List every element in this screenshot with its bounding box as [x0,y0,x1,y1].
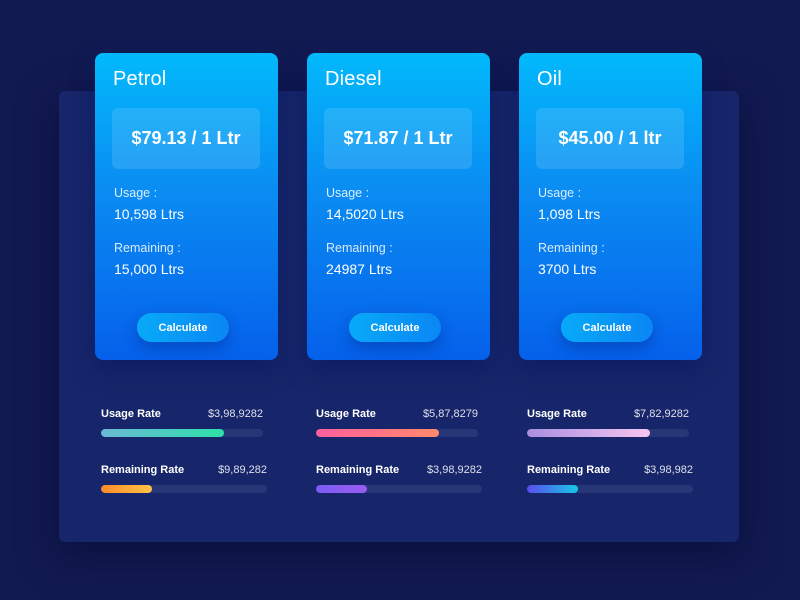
usage-label: Usage : [114,186,158,200]
usage-rate-oil: Usage Rate $7,82,9282 [527,408,689,437]
progress-fill [527,429,651,437]
rate-value: $3,98,982 [644,464,693,476]
rate-label: Remaining Rate [316,464,400,476]
remaining-value: 24987 Ltrs [326,261,393,277]
calculate-button[interactable]: Calculate [137,313,229,342]
rate-label: Usage Rate [316,408,376,420]
usage-value: 14,5020 Ltrs [326,206,404,222]
rate-value: $5,87,8279 [422,408,478,420]
card-title: Diesel [325,68,382,90]
progress-track [101,429,263,437]
remaining-value: 15,000 Ltrs [114,261,185,277]
card-title: Petrol [113,68,167,90]
rate-label: Usage Rate [101,408,161,420]
rate-value: $7,82,9282 [633,408,689,420]
usage-rate-petrol: Usage Rate $3,98,9282 [101,408,263,437]
price-display: $79.13 / 1 Ltr [112,108,260,169]
remaining-rate-diesel: Remaining Rate $3,98,9282 [316,464,482,493]
remaining-label: Remaining : [538,241,605,255]
rate-label: Remaining Rate [101,464,185,476]
calculate-button[interactable]: Calculate [561,313,653,342]
usage-value: 10,598 Ltrs [114,206,185,222]
price-display: $71.87 / 1 Ltr [324,108,472,169]
progress-fill [527,485,579,493]
usage-label: Usage : [326,186,370,200]
progress-track [527,485,693,493]
fuel-card-oil: Oil $45.00 / 1 ltr Usage : 1,098 Ltrs Re… [519,53,702,360]
usage-label: Usage : [538,186,582,200]
progress-track [316,485,482,493]
card-title: Oil [537,68,563,90]
progress-track [101,485,267,493]
rate-value: $9,89,282 [218,464,267,476]
progress-track [316,429,478,437]
calculate-button[interactable]: Calculate [349,313,441,342]
remaining-rate-oil: Remaining Rate $3,98,982 [527,464,693,493]
progress-fill [101,485,153,493]
fuel-card-petrol: Petrol $79.13 / 1 Ltr Usage : 10,598 Ltr… [95,53,278,360]
remaining-label: Remaining : [114,241,181,255]
rate-label: Usage Rate [527,408,587,420]
progress-fill [316,485,368,493]
fuel-card-diesel: Diesel $71.87 / 1 Ltr Usage : 14,5020 Lt… [307,53,490,360]
rate-value: $3,98,9282 [207,408,263,420]
progress-fill [101,429,225,437]
rate-label: Remaining Rate [527,464,611,476]
price-display: $45.00 / 1 ltr [536,108,684,169]
progress-fill [316,429,440,437]
usage-value: 1,098 Ltrs [538,206,601,222]
rate-value: $3,98,9282 [426,464,482,476]
remaining-label: Remaining : [326,241,393,255]
progress-track [527,429,689,437]
remaining-rate-petrol: Remaining Rate $9,89,282 [101,464,267,493]
remaining-value: 3700 Ltrs [538,261,597,277]
usage-rate-diesel: Usage Rate $5,87,8279 [316,408,478,437]
